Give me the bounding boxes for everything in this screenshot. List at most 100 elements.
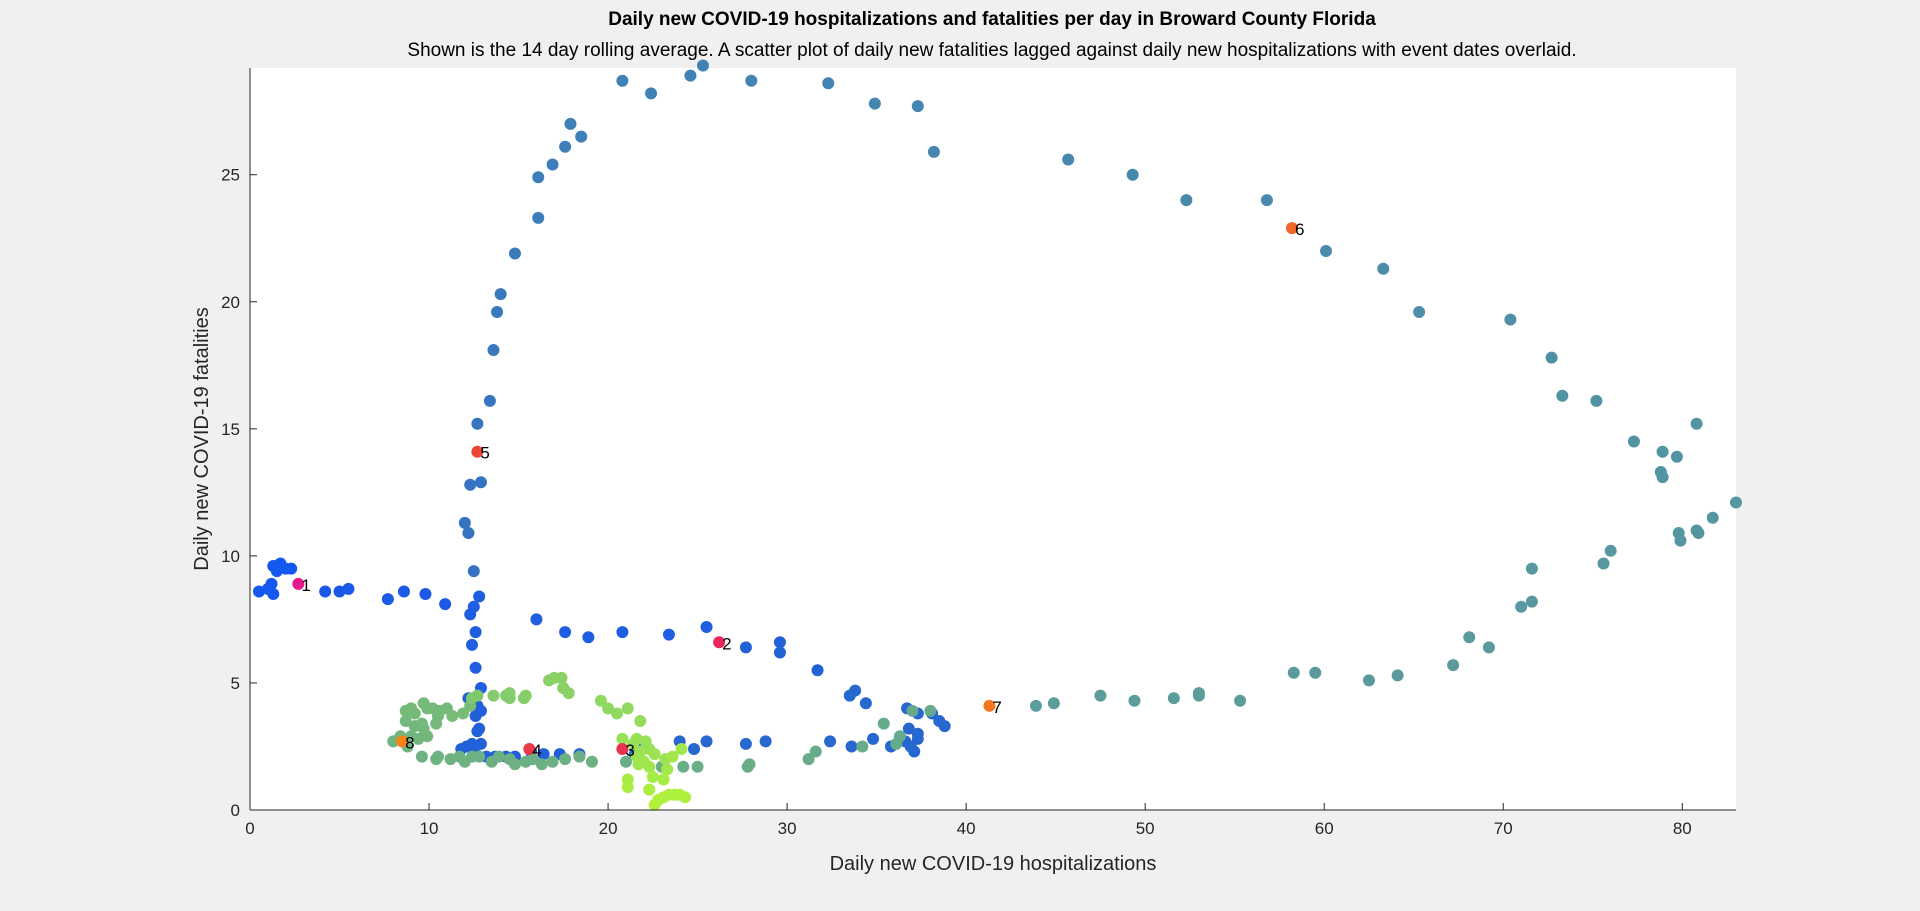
data-point — [430, 753, 443, 766]
data-point — [679, 791, 692, 804]
data-point — [773, 646, 786, 659]
data-point — [924, 704, 937, 717]
data-point — [1128, 694, 1141, 707]
data-point — [487, 689, 500, 702]
y-tick-label: 25 — [221, 166, 240, 185]
data-point — [458, 516, 471, 529]
event-point — [983, 699, 996, 712]
data-point — [845, 740, 858, 753]
data-point — [648, 798, 661, 811]
x-tick-label: 40 — [957, 819, 976, 838]
data-point — [559, 753, 572, 766]
data-point — [877, 717, 890, 730]
data-point — [474, 476, 487, 489]
data-point — [1504, 313, 1517, 326]
data-point — [809, 745, 822, 758]
data-point — [648, 748, 661, 761]
y-tick-label: 0 — [231, 801, 240, 820]
data-point — [1180, 194, 1193, 207]
data-point — [483, 394, 496, 407]
data-point — [824, 735, 837, 748]
event-point — [292, 577, 305, 590]
data-point — [485, 755, 498, 768]
data-point — [657, 773, 670, 786]
data-point — [419, 588, 432, 601]
data-point — [405, 702, 418, 715]
data-point — [616, 626, 629, 639]
data-point — [1047, 697, 1060, 710]
data-point — [868, 97, 881, 110]
x-tick-label: 80 — [1673, 819, 1692, 838]
data-point — [773, 636, 786, 649]
data-point — [467, 565, 480, 578]
data-point — [859, 697, 872, 710]
event-point — [523, 743, 536, 756]
data-point — [1604, 544, 1617, 557]
data-point — [1463, 631, 1476, 644]
data-point — [691, 760, 704, 773]
data-point — [494, 288, 507, 301]
data-point — [491, 305, 504, 318]
data-point — [1482, 641, 1495, 654]
event-label: 6 — [1295, 220, 1304, 239]
data-point — [1670, 450, 1683, 463]
data-point — [342, 582, 355, 595]
data-point — [559, 626, 572, 639]
chart-title: Daily new COVID-19 hospitalizations and … — [608, 9, 1376, 30]
data-point — [1094, 689, 1107, 702]
data-point — [1730, 496, 1742, 509]
x-axis-label: Daily new COVID-19 hospitalizations — [830, 853, 1157, 875]
y-tick-label: 10 — [221, 547, 240, 566]
data-point — [927, 145, 940, 158]
x-tick-label: 60 — [1315, 819, 1334, 838]
data-point — [564, 117, 577, 130]
event-point — [713, 636, 726, 649]
data-point — [811, 664, 824, 677]
data-point — [645, 87, 658, 100]
data-point — [537, 748, 550, 761]
data-point — [532, 171, 545, 184]
data-point — [759, 735, 772, 748]
data-point — [616, 74, 629, 87]
y-tick-label: 20 — [221, 293, 240, 312]
x-tick-label: 10 — [420, 819, 439, 838]
data-point — [621, 781, 634, 794]
data-point — [856, 740, 869, 753]
event-label: 5 — [480, 444, 489, 463]
data-point — [519, 755, 532, 768]
plot-area — [250, 68, 1736, 810]
data-point — [557, 682, 570, 695]
data-point — [745, 74, 758, 87]
data-point — [666, 750, 679, 763]
data-point — [908, 745, 921, 758]
chart-subtitle: Shown is the 14 day rolling average. A s… — [407, 40, 1577, 61]
data-point — [473, 590, 486, 603]
data-point — [802, 753, 815, 766]
data-point — [849, 684, 862, 697]
data-point — [1525, 562, 1538, 575]
y-axis-label: Daily new COVID-19 fatalities — [191, 307, 213, 570]
x-tick-label: 30 — [778, 819, 797, 838]
data-point — [319, 585, 332, 598]
event-point — [1285, 222, 1298, 235]
data-point — [471, 725, 484, 738]
data-point — [739, 737, 752, 750]
data-point — [267, 588, 280, 601]
event-label: 8 — [405, 733, 414, 752]
data-point — [503, 687, 516, 700]
data-point — [1627, 435, 1640, 448]
data-point — [616, 732, 629, 745]
data-point — [387, 735, 400, 748]
data-point — [1167, 692, 1180, 705]
data-point — [1062, 153, 1075, 166]
data-point — [417, 697, 430, 710]
data-point — [535, 758, 548, 771]
data-point — [265, 577, 278, 590]
data-point — [444, 753, 457, 766]
data-point — [611, 707, 624, 720]
data-point — [285, 562, 298, 575]
data-point — [677, 760, 690, 773]
data-point — [1656, 471, 1669, 484]
data-point — [739, 641, 752, 654]
data-point — [487, 344, 500, 357]
